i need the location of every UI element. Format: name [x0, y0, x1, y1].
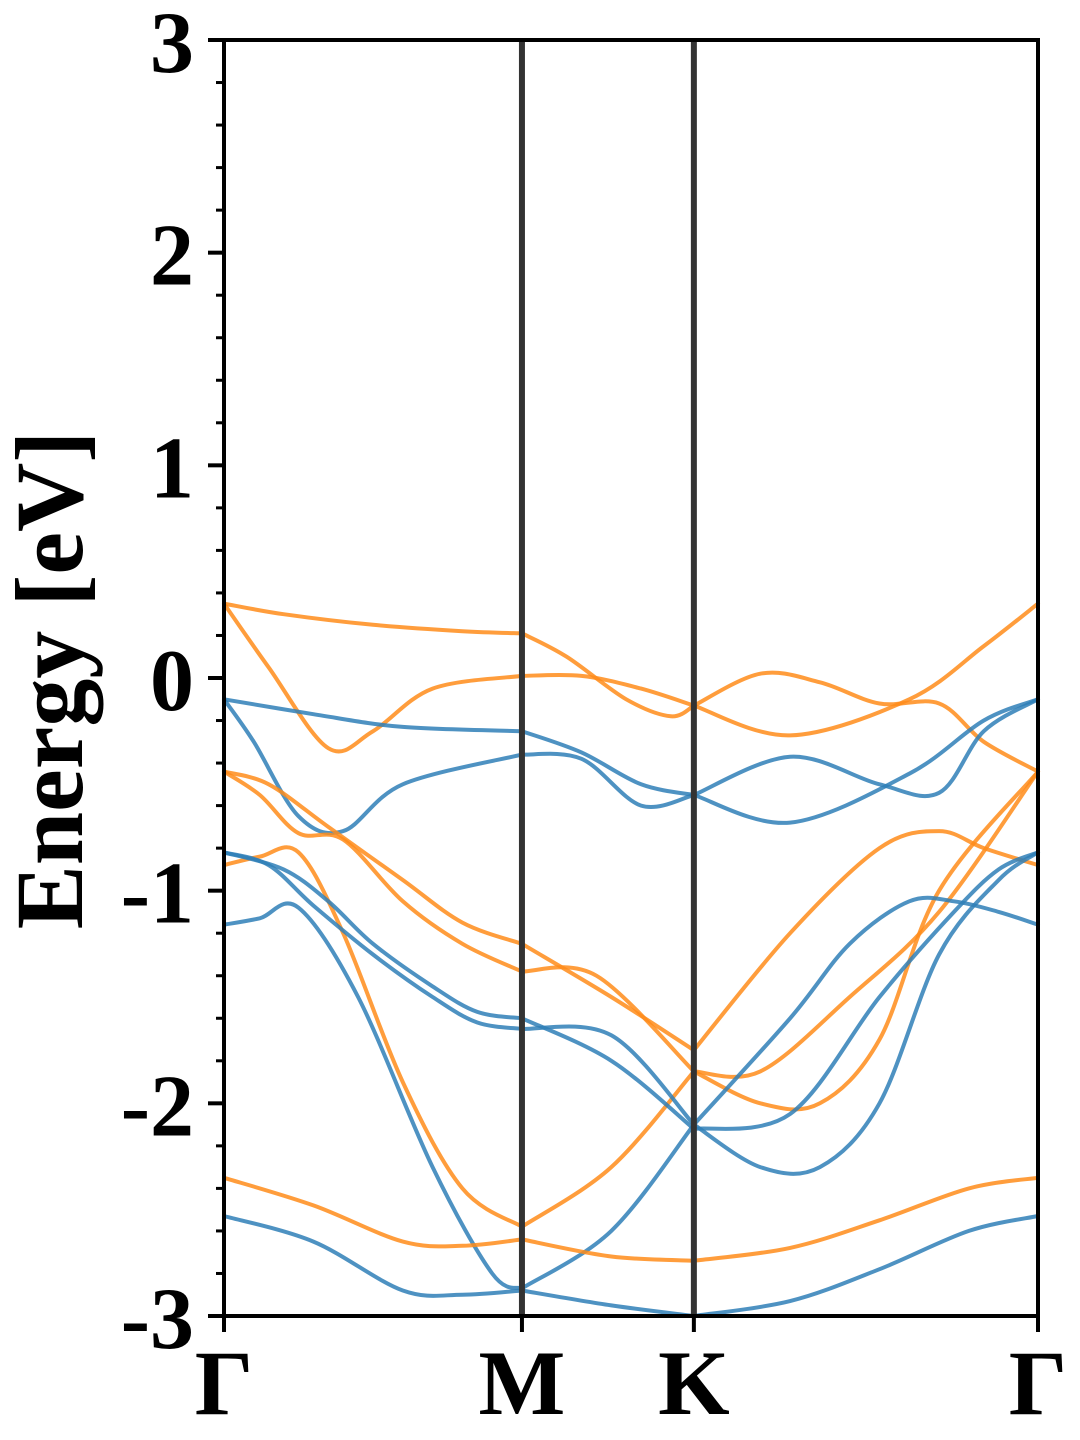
band-line-10 — [520, 751, 696, 809]
band-line-23 — [691, 850, 1040, 1131]
band-line-17 — [691, 769, 1040, 1079]
band-line-30 — [222, 1175, 524, 1249]
x-tick-label: M — [479, 1332, 566, 1434]
band-line-7 — [520, 729, 696, 797]
band-line-32 — [691, 1175, 1040, 1263]
y-axis-title: Energy [eV] — [0, 431, 103, 930]
band-line-19 — [520, 1069, 696, 1229]
band-line-20 — [691, 769, 1040, 1112]
band-line-8 — [691, 697, 1040, 825]
band-line-24 — [222, 850, 524, 1031]
band-line-18 — [222, 845, 524, 1229]
y-tick-label: -3 — [121, 1271, 194, 1368]
band-line-25 — [520, 1024, 696, 1127]
band-line-21 — [222, 850, 524, 1021]
y-tick-label: -1 — [121, 846, 194, 943]
band-line-35 — [691, 1214, 1040, 1318]
band-line-12 — [222, 769, 524, 946]
band-line-3 — [222, 601, 524, 754]
bands-layer — [222, 601, 1040, 1318]
y-tick-label: 2 — [150, 208, 194, 305]
band-line-11 — [691, 697, 1040, 799]
band-line-0 — [222, 601, 524, 636]
x-tick-label: Γ — [1009, 1332, 1068, 1434]
y-tick-label: 1 — [150, 420, 194, 517]
band-line-29 — [691, 850, 1040, 1176]
ticks-layer: -3 -2 -1 0 1 2 3 Γ M K Γ — [121, 0, 1068, 1434]
x-tick-label: K — [658, 1332, 730, 1434]
y-tick-label: -2 — [121, 1058, 194, 1155]
band-line-4 — [520, 672, 696, 708]
band-line-15 — [222, 769, 524, 974]
band-line-27 — [222, 901, 524, 1291]
band-line-33 — [222, 1214, 524, 1298]
band-line-5 — [691, 670, 1040, 774]
y-tick-label: 3 — [150, 0, 194, 92]
x-tick-label: Γ — [195, 1332, 254, 1434]
band-line-6 — [222, 697, 524, 734]
band-line-26 — [691, 895, 1040, 1127]
y-tick-label: 0 — [150, 633, 194, 730]
kpoint-lines-layer — [518, 40, 697, 1316]
band-line-31 — [520, 1237, 696, 1263]
band-line-28 — [520, 1122, 696, 1291]
band-line-1 — [520, 631, 696, 719]
band-line-16 — [520, 965, 696, 1074]
band-line-34 — [520, 1288, 696, 1318]
band-line-13 — [520, 941, 696, 1053]
